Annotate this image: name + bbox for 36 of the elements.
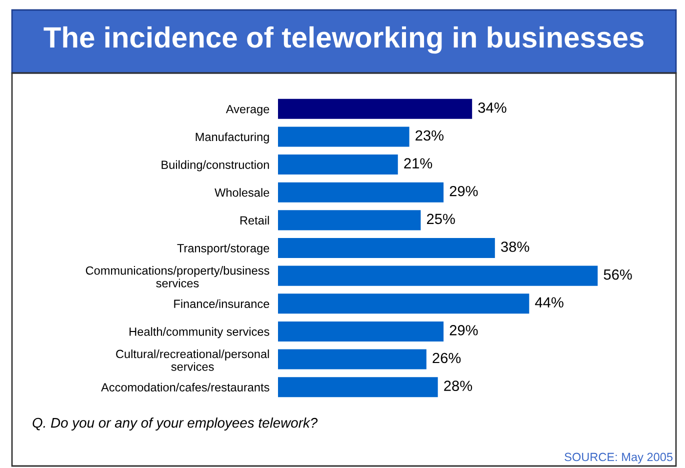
data-label: 25% — [427, 214, 455, 224]
bar — [278, 321, 444, 342]
data-label: 26% — [432, 352, 461, 364]
y-tick-label: Transport/storage — [177, 244, 270, 255]
bar — [278, 182, 444, 202]
chart-title: The incidence of teleworking in businesses — [44, 26, 644, 54]
data-label: 56% — [604, 269, 632, 280]
y-tick-label: Retail — [240, 216, 269, 225]
bar — [278, 294, 530, 314]
y-tick-label: Average — [226, 105, 270, 116]
bar — [278, 98, 472, 119]
data-label: 29% — [450, 325, 478, 336]
y-tick-label: Health/community services — [130, 327, 270, 338]
y-tick-label: Communications/property/business services — [86, 266, 270, 288]
bar — [278, 210, 421, 230]
data-label: 23% — [416, 130, 444, 141]
text: Q. Do you or any of your employees telework? — [32, 418, 318, 430]
data-label: 34% — [478, 102, 506, 113]
data-label: 21% — [404, 158, 432, 168]
y-tick-label: Finance/insurance — [174, 299, 270, 308]
y-tick-label: Accomodation/cafes/restaurants — [101, 382, 270, 392]
bar — [278, 377, 438, 398]
bar — [278, 126, 410, 147]
bar — [278, 154, 398, 175]
data-label: 38% — [501, 242, 530, 252]
y-tick-label: Building/construction — [162, 160, 269, 172]
source-note: SOURCE: May 2005 — [564, 452, 673, 464]
data-label: 44% — [535, 297, 564, 308]
data-label: 29% — [450, 186, 478, 196]
y-tick-label: Wholesale — [214, 188, 270, 197]
data-label: 28% — [444, 380, 472, 392]
y-tick-label: Cultural/recreational/personal services — [116, 349, 269, 371]
y-tick-label: Manufacturing — [196, 132, 269, 144]
bar — [278, 349, 426, 370]
bar — [278, 238, 495, 258]
bar — [278, 266, 598, 286]
